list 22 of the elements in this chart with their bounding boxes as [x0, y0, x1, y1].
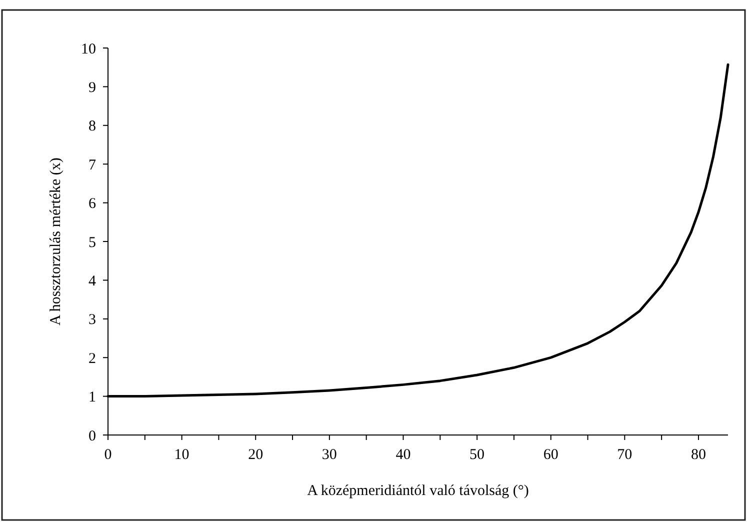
- x-tick-label: 10: [174, 447, 190, 463]
- y-tick-label: 9: [88, 80, 96, 96]
- y-tick-label: 3: [88, 312, 96, 328]
- x-tick-label: 50: [470, 447, 485, 463]
- x-tick-label: 40: [396, 447, 411, 463]
- y-tick-label: 5: [88, 234, 96, 251]
- x-axis-title: A középmeridiántól való távolság (°): [307, 483, 529, 499]
- y-tick-label: 1: [88, 390, 96, 406]
- y-tick-label: 7: [88, 157, 96, 174]
- y-tick-label: 8: [88, 118, 96, 135]
- x-tick-label: 20: [248, 447, 264, 463]
- y-tick-label: 6: [88, 196, 96, 212]
- x-tick-label: 70: [617, 447, 632, 463]
- x-tick-label: 60: [543, 447, 558, 463]
- y-axis-title: A hossztorzulás mértéke (x): [48, 158, 64, 326]
- y-tick-label: 0: [88, 428, 96, 444]
- y-tick-label: 2: [88, 350, 96, 367]
- y-tick-label: 4: [88, 273, 96, 290]
- x-tick-label: 0: [104, 447, 112, 463]
- y-tick-label: 10: [81, 41, 96, 58]
- x-tick-label: 80: [690, 447, 706, 463]
- x-tick-label: 30: [322, 447, 337, 463]
